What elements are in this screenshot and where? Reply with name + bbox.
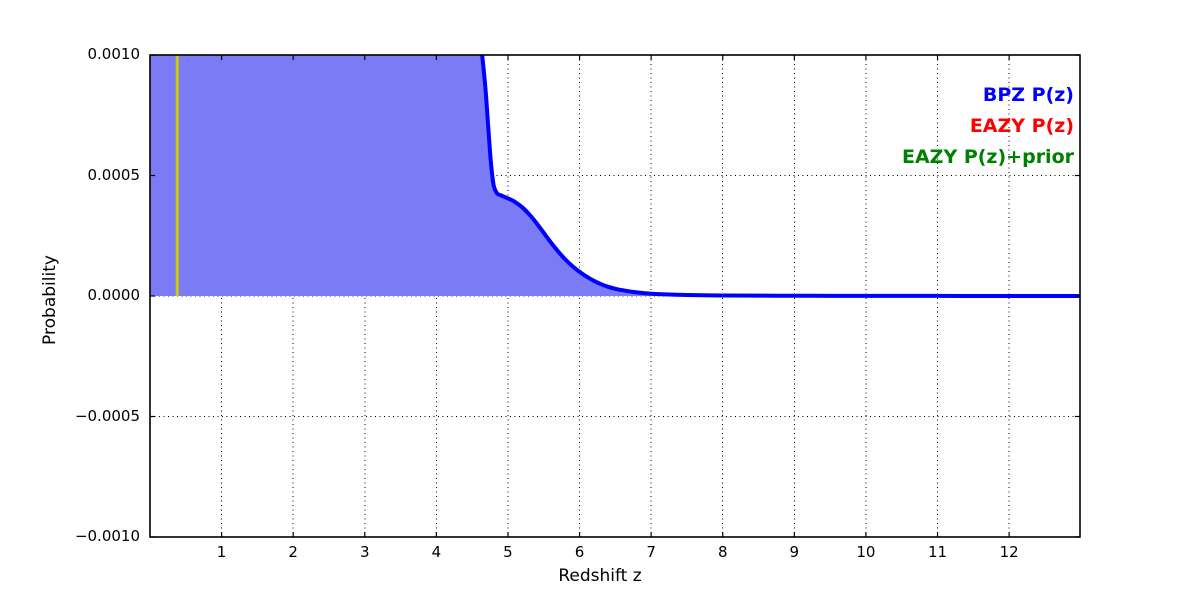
x-tick-label: 1 xyxy=(216,543,227,561)
x-axis-label: Redshift z xyxy=(558,566,642,586)
x-tick-label: 7 xyxy=(646,543,656,561)
x-tick-label: 2 xyxy=(288,543,298,561)
y-tick-label: −0.0005 xyxy=(74,406,140,425)
tick-marks-y xyxy=(150,54,1080,538)
x-tick-label: 8 xyxy=(717,543,728,561)
y-tick-label: 0.0005 xyxy=(87,165,141,184)
x-tick-label: 11 xyxy=(927,543,948,561)
legend-entry-3: EAZY P(z)+prior xyxy=(901,146,1074,168)
x-tick-label: 10 xyxy=(856,543,876,561)
x-tick-label: 6 xyxy=(574,543,585,561)
y-tick-label: −0.0010 xyxy=(74,527,140,545)
y-tick-label: 0.0000 xyxy=(87,286,141,304)
x-tick-label: 12 xyxy=(999,543,1019,561)
legend-entry-2: EAZY P(z) xyxy=(969,115,1074,137)
legend-entry-1: BPZ P(z) xyxy=(982,84,1074,106)
x-tick-label: 9 xyxy=(789,543,800,561)
y-axis-label: Probability xyxy=(40,255,60,345)
x-tick-label: 3 xyxy=(359,543,370,561)
bpz-pz-area-fill xyxy=(150,55,1080,296)
x-tick-label: 5 xyxy=(503,543,513,561)
tick-marks-x xyxy=(220,55,1010,537)
x-tick-label: 4 xyxy=(431,543,442,561)
y-tick-label: 0.0010 xyxy=(87,45,141,63)
bpz-pz-curve xyxy=(480,55,1080,298)
